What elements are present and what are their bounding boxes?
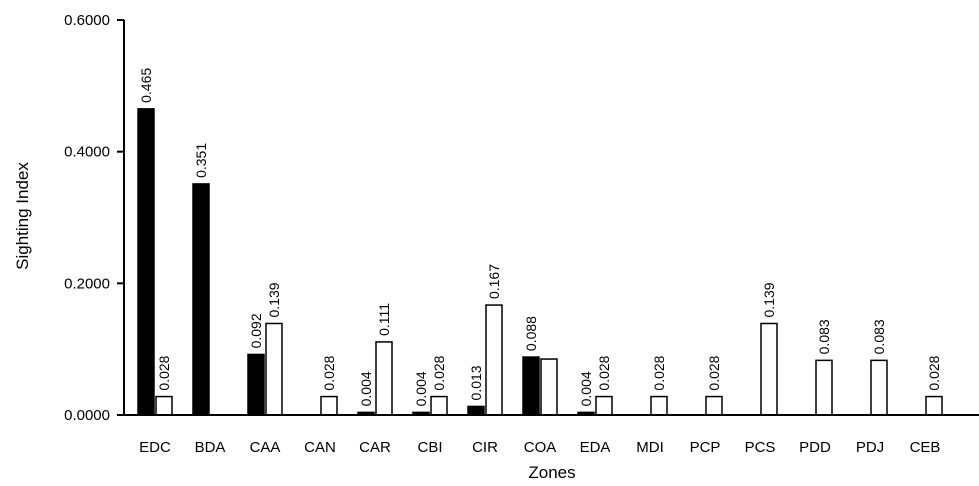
data-label: 0.028 [431,355,447,390]
data-label: 0.465 [138,68,154,103]
y-tick-label: 0.6000 [64,12,110,29]
data-label: 0.013 [468,365,484,400]
y-tick-label: 0.2000 [64,275,110,292]
bar-series-2 [155,395,173,416]
data-label: 0.004 [413,371,429,406]
x-tick-label: COA [524,439,557,456]
bar-series-2 [540,358,558,416]
data-label: 0.028 [596,355,612,390]
data-label: 0.083 [816,319,832,354]
bar-series-2 [870,359,888,416]
bar-series-2 [430,395,448,416]
x-tick-label: BDA [195,439,226,456]
x-tick-label: CAN [304,439,336,456]
bar-series-2 [485,304,503,416]
x-tick-label: EDC [139,439,171,456]
data-label: 0.088 [523,316,539,351]
data-label: 0.092 [248,313,264,348]
bar-series-2 [760,322,778,416]
data-label: 0.351 [193,143,209,178]
bar-series-2 [815,359,833,416]
x-tick-label: CEB [910,439,941,456]
x-tick-label: CAA [250,439,281,456]
bar-series-2 [650,395,668,416]
x-axis: EDC BDA CAA CAN CAR CBI CIR COA EDA MDI PCP PCS PDD P… [124,414,979,456]
bar-series-2 [925,395,943,416]
bar-series-2 [265,322,283,416]
data-label: 0.004 [358,371,374,406]
bar-series-2 [375,341,393,416]
x-tick-label: CAR [359,439,391,456]
data-label: 0.028 [321,355,337,390]
data-label: 0.083 [871,319,887,354]
y-axis-title: Sighting Index [13,162,32,270]
bar-series-1 [467,405,485,416]
bars: 0.465 0.351 0.092 0.004 0.004 0.013 0.088 0.004… [137,68,943,416]
x-axis-title: Zones [528,463,575,482]
x-tick-label: CIR [472,439,498,456]
x-tick-label: PCS [745,439,776,456]
y-axis: 0.0000 0.2000 0.4000 0.6000 [64,12,125,424]
bar-series-2 [595,395,613,416]
x-tick-label: PCP [690,439,721,456]
x-tick-label: PDD [799,439,831,456]
x-tick-label: MDI [636,439,664,456]
data-label: 0.028 [926,355,942,390]
data-label: 0.139 [266,282,282,317]
data-label: 0.139 [761,282,777,317]
x-tick-label: PDJ [856,439,884,456]
data-label: 0.028 [651,355,667,390]
data-label: 0.028 [706,355,722,390]
bar-series-1 [137,108,155,416]
bar-series-2 [320,395,338,416]
data-label: 0.111 [376,303,392,336]
bar-series-1 [522,356,540,416]
bar-series-1 [247,353,265,416]
bar-series-2 [705,395,723,416]
data-label: 0.004 [578,371,594,406]
y-tick-label: 0.4000 [64,144,110,161]
bar-series-1 [192,183,210,416]
y-tick-label: 0.0000 [64,407,110,424]
data-label: 0.028 [156,355,172,390]
x-tick-label: EDA [580,439,611,456]
data-label: 0.167 [486,264,502,299]
x-tick-label: CBI [417,439,442,456]
